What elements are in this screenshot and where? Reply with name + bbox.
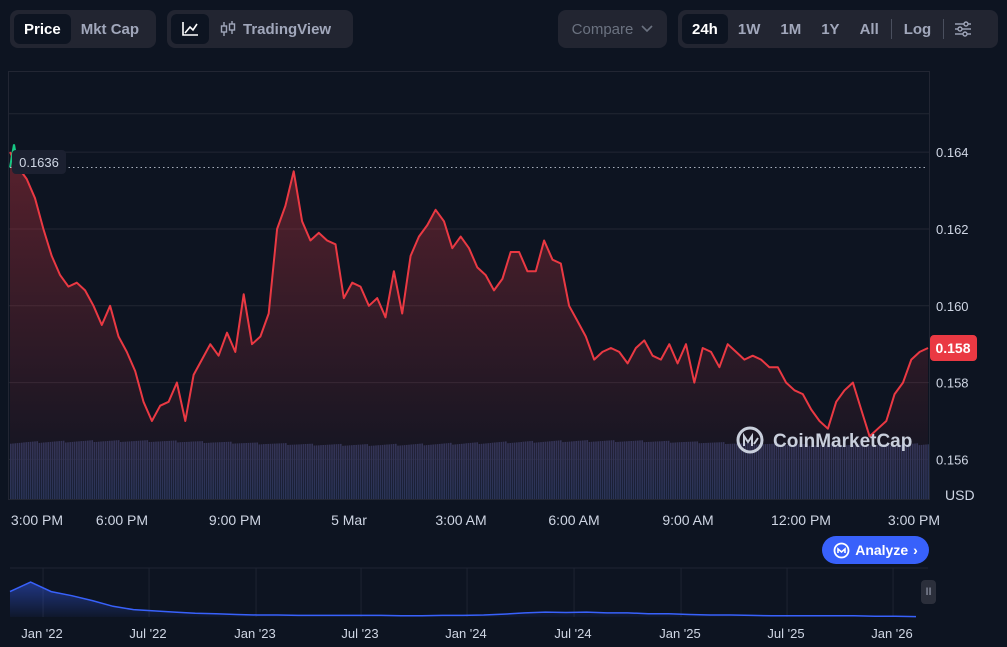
settings-button[interactable] [946,14,980,44]
compare-dropdown[interactable]: Compare [558,10,667,48]
overview-area [10,582,916,617]
chart-type-toggle: TradingView [167,10,353,48]
x-tick-label: 9:00 AM [662,512,713,528]
analyze-label: Analyze [855,542,909,558]
overview-tick-label: Jul '22 [129,626,166,641]
compare-text: Compare [571,20,634,38]
last-price-badge [930,335,977,362]
open-price-badge [12,150,66,174]
y-tick-label: 0.164 [936,145,969,160]
x-tick-label: 5 Mar [331,512,367,528]
x-tick-label: 3:00 AM [435,512,486,528]
price-line [9,151,929,438]
x-tick-label: 12:00 PM [771,512,831,528]
toolbar-divider [943,19,945,39]
range-1y[interactable]: 1Y [821,20,840,38]
x-tick-label: 3:00 PM [888,512,940,528]
overview-tick-label: Jul '24 [554,626,591,641]
candlestick-icon [220,21,236,36]
overview-line [9,581,917,618]
overview-tick-label: Jan '25 [659,626,701,641]
range-24h[interactable]: 24h [682,14,728,44]
sliders-icon [955,21,972,37]
x-tick-label: 9:00 PM [209,512,261,528]
compare-label: Compare [562,14,664,44]
toolbar-divider [890,19,892,39]
overview-tick-label: Jul '25 [767,626,804,641]
y-tick-label: 0.160 [936,299,969,314]
analyze-button[interactable]: Analyze › [822,536,929,564]
market-cap-tab[interactable]: Mkt Cap [80,20,140,38]
overview-tick-label: Jul '23 [341,626,378,641]
last-price-label: 0.158 [935,340,970,356]
range-1w[interactable]: 1W [737,20,761,38]
volume-bar [927,444,929,499]
chevron-down-icon [641,25,653,33]
tradingview-label: TradingView [243,20,332,38]
y-tick-label: 0.162 [936,222,969,237]
range-all[interactable]: All [859,20,879,38]
metric-toggle: Price Mkt Cap [10,10,156,48]
tradingview-button[interactable]: TradingView [209,14,341,44]
currency-label: USD [945,487,975,503]
x-tick-label: 6:00 PM [96,512,148,528]
coinmarketcap-logo-mark [743,432,759,446]
overview-tick-label: Jan '24 [445,626,487,641]
pause-icon: II [925,586,932,598]
overview-tick-label: Jan '23 [234,626,276,641]
y-tick-label: 0.156 [936,452,969,467]
log-scale-toggle[interactable]: Log [903,20,932,38]
watermark-text: CoinMarketCap [773,431,912,452]
price-area [10,152,928,494]
chevron-right-icon: › [913,542,918,558]
range-selector: 24h 1W 1M 1Y All Log [678,10,998,48]
overview-tick-label: Jan '22 [21,626,63,641]
price-tab[interactable]: Price [14,14,71,44]
open-price-label: 0.1636 [19,155,59,170]
y-tick-label: 0.158 [936,376,969,391]
analyze-icon [833,542,850,558]
coinmarketcap-watermark: CoinMarketCap [736,426,912,454]
coinmarketcap-logo-icon [736,426,764,454]
x-tick-label: 3:00 PM [11,512,63,528]
line-chart-button[interactable] [171,14,209,44]
line-chart-icon [182,22,198,36]
navigator-handle[interactable]: II [921,580,936,604]
overview-tick-label: Jan '26 [871,626,913,641]
chart-frame [8,71,930,500]
x-tick-label: 6:00 AM [548,512,599,528]
range-1m[interactable]: 1M [780,20,802,38]
